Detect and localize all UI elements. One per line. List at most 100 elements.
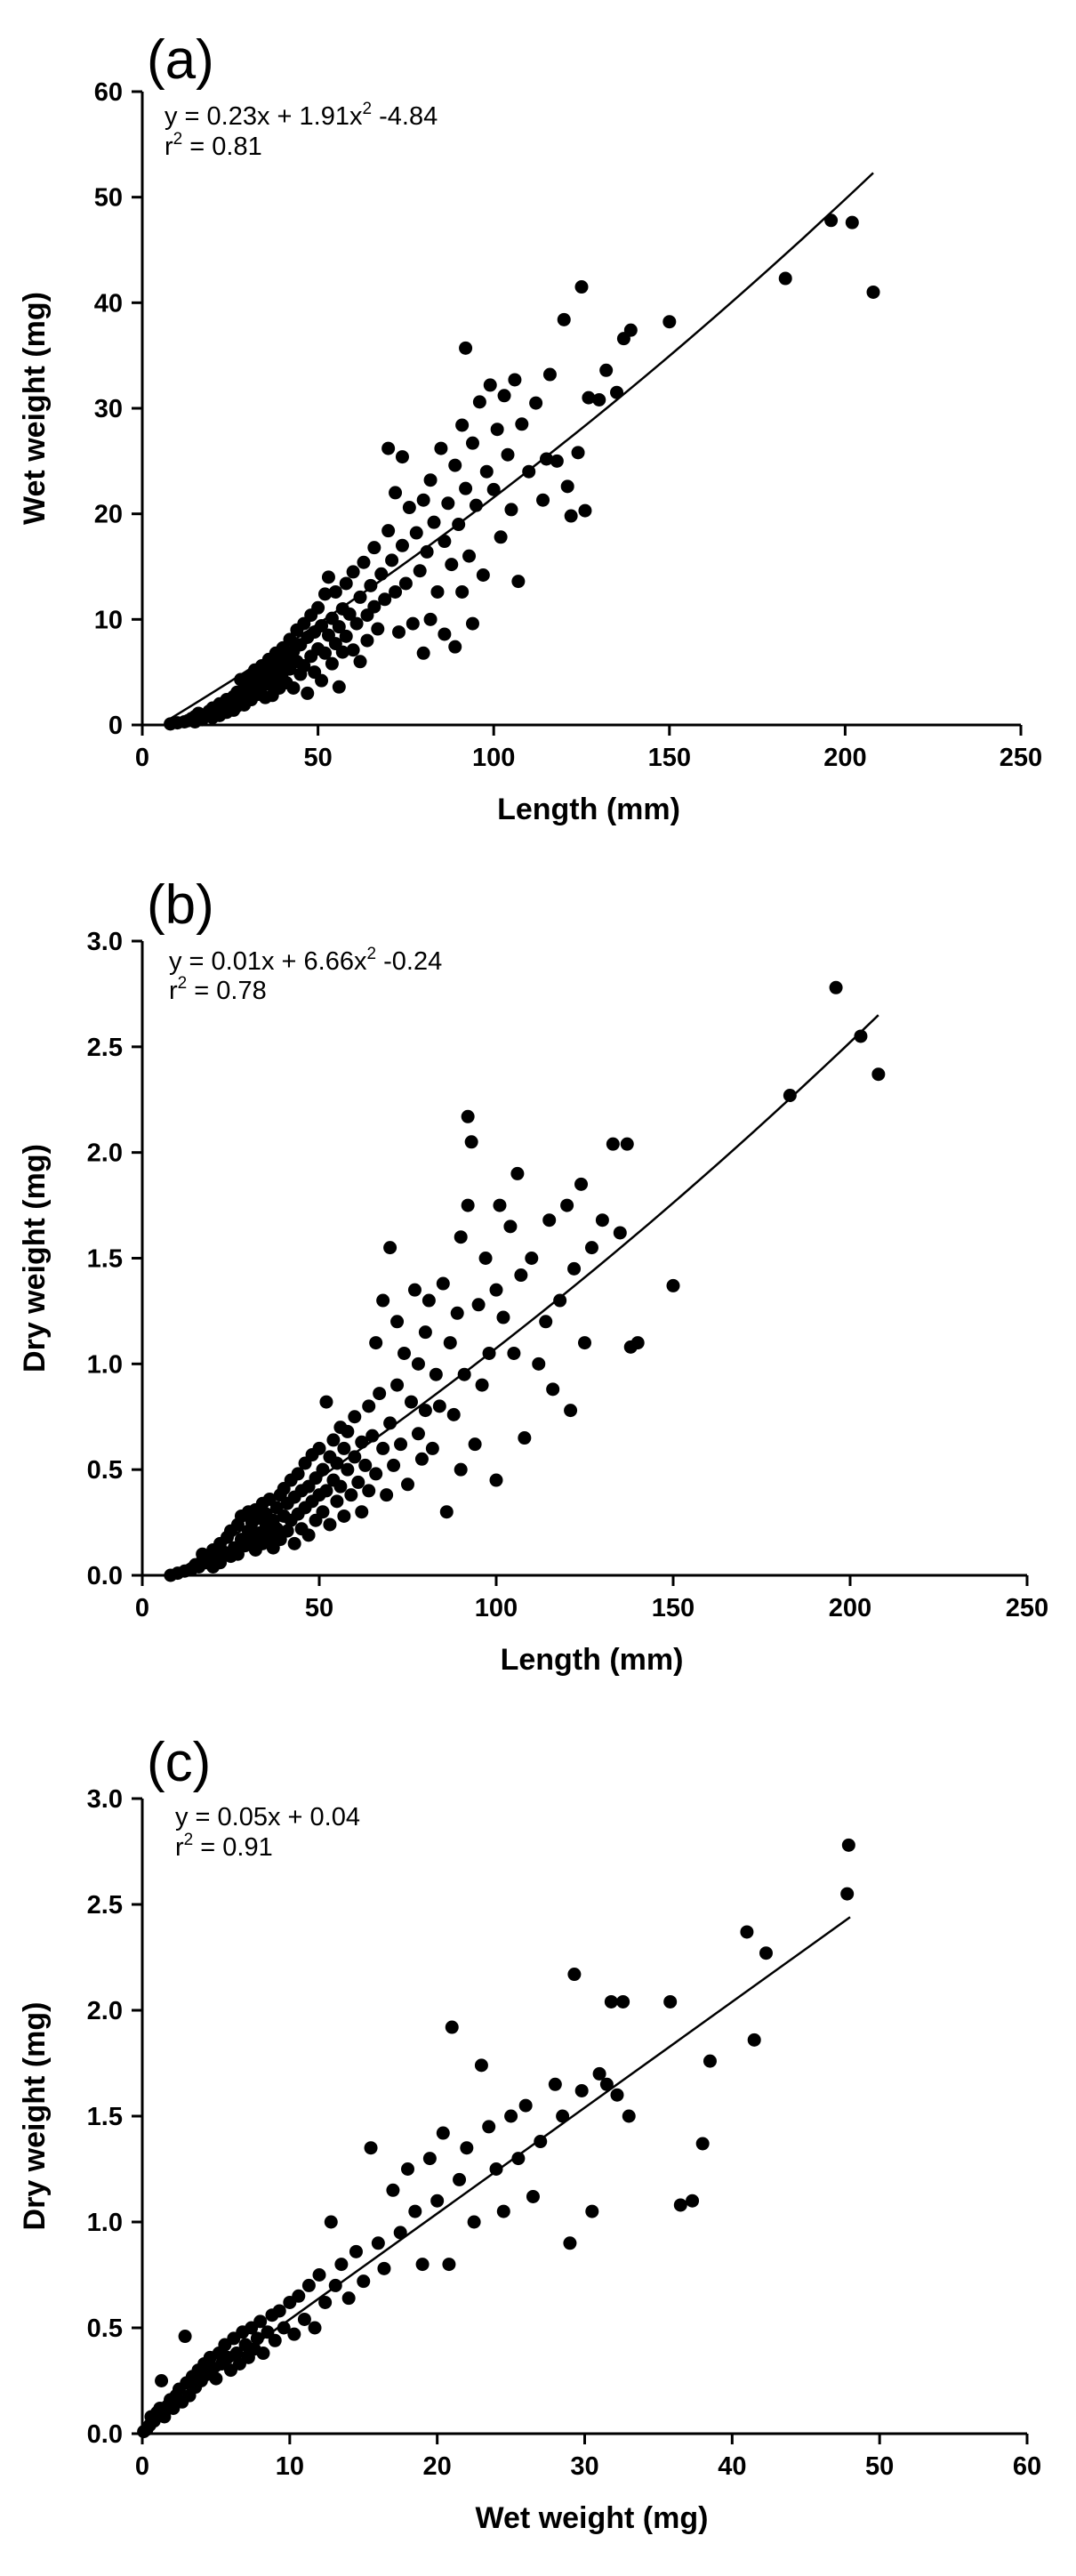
data-point [460, 2141, 474, 2155]
chart-panel-b: (b) 0 50 100 150 200 250 0.0 0.5 1.0 1.5 2.0 2.5 3.0 L… [0, 858, 1076, 1717]
data-point [423, 612, 438, 626]
data-point [829, 980, 843, 994]
panel-c-points [137, 1838, 855, 2439]
data-point [490, 423, 504, 437]
panel-b-y-tick-label: 1.0 [87, 1350, 123, 1379]
data-point [854, 1029, 868, 1043]
data-point [536, 493, 550, 507]
data-point [402, 501, 416, 515]
data-point [542, 1213, 557, 1228]
data-point [489, 2162, 503, 2176]
data-point [369, 1467, 383, 1481]
data-point [571, 446, 585, 460]
data-point [461, 1109, 475, 1123]
data-point [357, 2274, 371, 2289]
data-point [286, 680, 301, 695]
data-point [508, 373, 522, 387]
panel-a-y-tick-label: 60 [94, 78, 123, 107]
data-point [515, 417, 529, 431]
data-point [503, 1220, 518, 1234]
panel-a-y-tick-label: 10 [94, 606, 123, 634]
panel-c-y-tick-label: 3.0 [87, 1785, 123, 1814]
data-point [514, 1268, 528, 1283]
panel-c-y-tick-label: 1.0 [87, 2209, 123, 2237]
panel-a-y-tick-label: 50 [94, 184, 123, 213]
data-point [378, 592, 392, 607]
data-point [616, 1994, 630, 2008]
data-point [574, 280, 589, 294]
panel-c-y-tick-label: 0.5 [87, 2314, 123, 2343]
data-point [415, 2258, 430, 2272]
data-point [534, 2135, 548, 2149]
data-point [840, 1887, 855, 1901]
data-point [439, 1505, 454, 1519]
data-point [430, 2194, 445, 2208]
data-point [455, 418, 470, 432]
panel-c-r-squared: r2 = 0.91 [175, 1831, 273, 1862]
data-point [556, 2109, 570, 2123]
data-point [478, 1252, 493, 1265]
data-point [330, 1494, 344, 1509]
data-point [845, 215, 859, 229]
data-point [315, 618, 329, 632]
data-point [539, 1315, 553, 1329]
data-point [599, 2077, 614, 2091]
data-point [623, 323, 638, 337]
data-point [518, 2098, 533, 2113]
data-point [268, 2333, 282, 2347]
data-point [358, 1458, 373, 1472]
panel-c-y-tick-label: 2.5 [87, 1891, 123, 1920]
data-point [507, 1346, 521, 1360]
data-point [301, 1528, 316, 1542]
data-point [472, 395, 486, 409]
data-point [425, 1441, 439, 1455]
data-point [318, 646, 333, 660]
data-point [297, 2312, 311, 2326]
data-point [459, 341, 473, 355]
data-point [362, 1484, 376, 1498]
data-point [584, 1241, 598, 1255]
data-point [606, 1137, 620, 1151]
data-point [578, 503, 592, 518]
panel-a-x-axis-title: Length (mm) [497, 793, 680, 826]
data-point [866, 285, 880, 299]
data-point [613, 1226, 627, 1240]
data-point [511, 2152, 526, 2166]
data-point [401, 1477, 414, 1492]
data-point [332, 620, 346, 634]
data-point [453, 2172, 467, 2186]
data-point [522, 464, 536, 479]
data-point [349, 616, 364, 631]
data-point [269, 1522, 284, 1536]
data-point [529, 396, 543, 410]
data-point [416, 493, 430, 507]
data-point [574, 1177, 589, 1191]
data-point [365, 1429, 380, 1443]
data-point [213, 1556, 228, 1570]
data-point [422, 1293, 436, 1308]
data-point [592, 2066, 606, 2081]
data-point [342, 607, 357, 621]
data-point [475, 1378, 489, 1392]
chart-panel-c: (c) 0 10 20 30 40 50 60 0.0 0.5 1.0 1.5 2.0 2.5 3.0 Wet… [0, 1717, 1076, 2576]
data-point [539, 452, 553, 466]
data-point [454, 1462, 468, 1477]
data-point [427, 515, 441, 529]
data-point [380, 1488, 394, 1502]
data-point [411, 1356, 425, 1371]
data-point [595, 1213, 609, 1228]
data-point [371, 622, 385, 636]
panel-c-y-tick-label: 1.5 [87, 2103, 123, 2131]
data-point [394, 1437, 408, 1452]
panel-c-x-axis-title: Wet weight (mg) [476, 2501, 709, 2535]
data-point [871, 1067, 886, 1082]
panel-a-r-squared: r2 = 0.81 [165, 130, 262, 161]
panel-a-fit-line [169, 172, 874, 720]
data-point [468, 1437, 482, 1452]
data-point [364, 2141, 378, 2155]
data-point [666, 1278, 680, 1292]
data-point [585, 2204, 599, 2218]
data-point [301, 686, 315, 700]
data-point [662, 315, 677, 329]
data-point [280, 1524, 294, 1538]
